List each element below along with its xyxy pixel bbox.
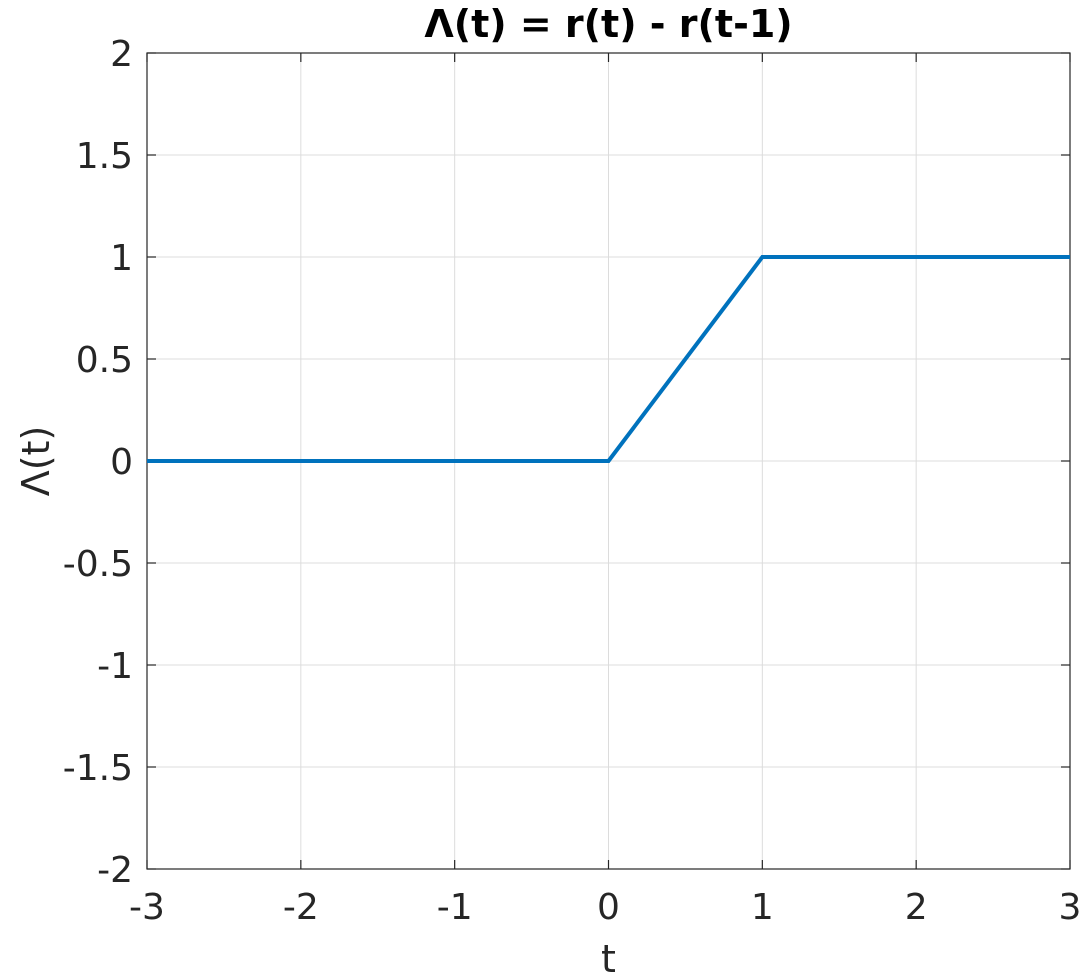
y-tick-label: -1 (97, 646, 133, 687)
x-tick-label: 3 (1059, 887, 1082, 928)
y-tick-labels: -2 -1.5 -1 -0.5 0 0.5 1 1.5 2 (63, 34, 133, 891)
y-tick-label: 1 (110, 238, 133, 279)
y-tick-label: -0.5 (63, 544, 133, 585)
x-tick-label: -3 (129, 887, 165, 928)
x-tick-label: 1 (751, 887, 774, 928)
chart-title: Λ(t) = r(t) - r(t-1) (424, 2, 792, 46)
x-tick-label: -1 (437, 887, 473, 928)
x-tick-labels: -3 -2 -1 0 1 2 3 (129, 887, 1081, 928)
y-tick-label: 2 (110, 34, 133, 75)
series-line (147, 255, 1070, 463)
y-tick-label: -2 (97, 850, 133, 891)
y-tick-label: -1.5 (63, 748, 133, 789)
x-tick-label: -2 (283, 887, 319, 928)
x-tick-label: 2 (905, 887, 928, 928)
y-tick-label: 0 (110, 442, 133, 483)
y-tick-label: 1.5 (76, 136, 133, 177)
series-group (147, 255, 1070, 463)
x-axis-label: t (601, 937, 616, 979)
y-axis-label: Λ(t) (14, 426, 58, 497)
y-tick-label: 0.5 (76, 340, 133, 381)
x-tick-label: 0 (597, 887, 620, 928)
